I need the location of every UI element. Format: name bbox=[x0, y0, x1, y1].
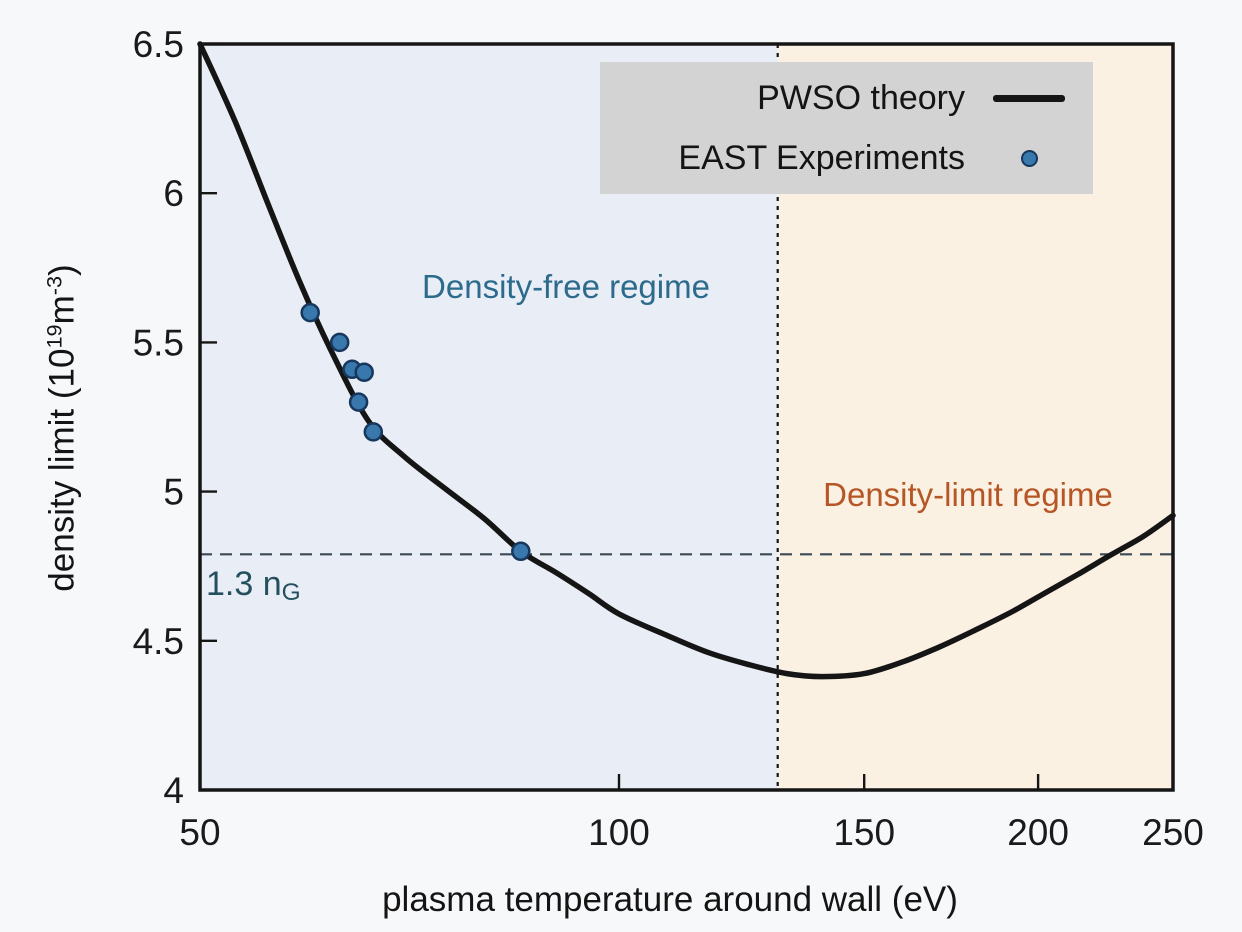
experiment-point bbox=[300, 302, 320, 323]
legend-label-pwso-theory: PWSO theory bbox=[757, 78, 965, 117]
y-title-prefix: density limit (10 bbox=[42, 348, 82, 592]
y-axis-title: density limit (1019m-3) bbox=[42, 264, 83, 591]
legend-marker-zone bbox=[965, 149, 1093, 167]
x-tick-label: 250 bbox=[1142, 812, 1204, 853]
line-marker-icon bbox=[993, 94, 1065, 102]
dot-marker-icon bbox=[1020, 149, 1038, 167]
experiment-point bbox=[329, 332, 350, 353]
annotation-density-free-regime: Density-free regime bbox=[422, 268, 710, 305]
x-tick-label: 100 bbox=[588, 812, 650, 853]
theory-curve bbox=[197, 41, 1176, 680]
legend-label-east-experiments: EAST Experiments bbox=[678, 138, 965, 177]
x-axis-title: plasma temperature around wall (eV) bbox=[382, 880, 958, 919]
plot-frame bbox=[198, 42, 1175, 792]
y-title-mid: m bbox=[42, 295, 82, 325]
x-tick-label: 50 bbox=[179, 812, 220, 853]
y-tick-label: 6 bbox=[163, 173, 184, 214]
y-title-superscript-19: 19 bbox=[41, 324, 67, 349]
experiment-point bbox=[348, 392, 369, 412]
y-tick-label: 4.5 bbox=[133, 621, 184, 662]
y-tick-label: 5.5 bbox=[133, 322, 184, 363]
legend: PWSO theory EAST Experiments bbox=[600, 62, 1093, 194]
legend-marker-zone bbox=[965, 94, 1093, 102]
experiment-point bbox=[354, 362, 374, 382]
experiment-point bbox=[511, 541, 531, 562]
y-tick-label: 4 bbox=[163, 770, 184, 811]
y-title-superscript-minus3: -3 bbox=[41, 275, 67, 296]
legend-item-pwso-theory: PWSO theory bbox=[600, 73, 1093, 123]
experiment-point bbox=[363, 422, 384, 442]
annotation-density-limit-regime: Density-limit regime bbox=[823, 476, 1113, 513]
legend-item-east-experiments: EAST Experiments bbox=[600, 133, 1093, 183]
x-tick-label: 150 bbox=[833, 812, 895, 853]
y-tick-label: 5 bbox=[163, 472, 184, 513]
greenwald-label-subscript: G bbox=[281, 579, 301, 607]
greenwald-label-main: 1.3 n bbox=[206, 564, 282, 603]
y-title-suffix: ) bbox=[42, 264, 82, 276]
y-tick-label: 6.5 bbox=[133, 24, 184, 65]
x-tick-label: 200 bbox=[1007, 812, 1069, 853]
annotation-greenwald-limit-label: 1.3 nG bbox=[206, 565, 301, 607]
